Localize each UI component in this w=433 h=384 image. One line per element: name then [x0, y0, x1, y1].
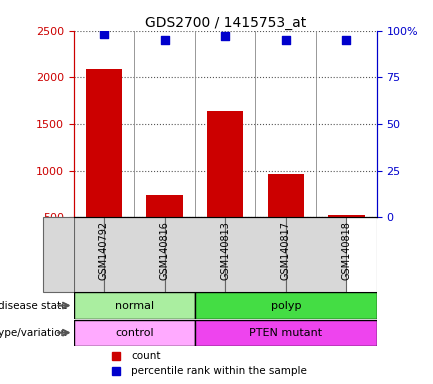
Bar	[328, 215, 365, 217]
Bar	[207, 111, 243, 217]
Point	[161, 37, 168, 43]
FancyBboxPatch shape	[286, 217, 346, 292]
Text: GSM140792: GSM140792	[99, 221, 109, 280]
FancyBboxPatch shape	[104, 217, 165, 292]
Bar	[146, 195, 183, 217]
Text: disease state: disease state	[0, 301, 68, 311]
FancyBboxPatch shape	[74, 319, 195, 346]
Text: GSM140816: GSM140816	[159, 221, 170, 280]
Text: control: control	[115, 328, 154, 338]
Point	[222, 33, 229, 40]
FancyBboxPatch shape	[225, 217, 286, 292]
FancyBboxPatch shape	[43, 217, 104, 292]
FancyBboxPatch shape	[165, 217, 225, 292]
Text: genotype/variation: genotype/variation	[0, 328, 68, 338]
Bar	[268, 174, 304, 217]
Text: normal: normal	[115, 301, 154, 311]
Point	[100, 31, 107, 38]
FancyBboxPatch shape	[195, 293, 377, 319]
FancyBboxPatch shape	[74, 293, 195, 319]
Text: GSM140818: GSM140818	[341, 221, 352, 280]
Text: GSM140813: GSM140813	[220, 221, 230, 280]
Text: polyp: polyp	[271, 301, 301, 311]
Text: count: count	[131, 351, 161, 361]
Text: GSM140817: GSM140817	[281, 221, 291, 280]
Text: PTEN mutant: PTEN mutant	[249, 328, 322, 338]
Bar	[86, 69, 122, 217]
Text: percentile rank within the sample: percentile rank within the sample	[131, 366, 307, 376]
FancyBboxPatch shape	[195, 319, 377, 346]
Point	[282, 37, 289, 43]
Title: GDS2700 / 1415753_at: GDS2700 / 1415753_at	[145, 16, 306, 30]
Point	[343, 37, 350, 43]
